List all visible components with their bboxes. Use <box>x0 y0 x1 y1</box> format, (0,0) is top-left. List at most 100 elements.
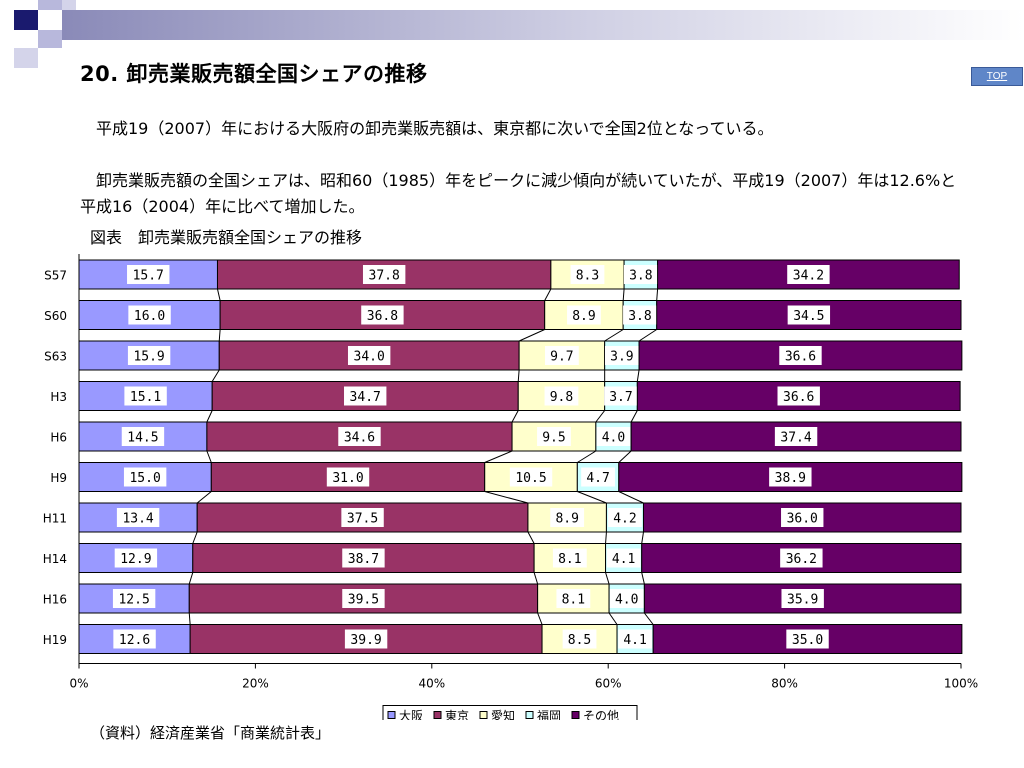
data-label: 37.8 <box>369 269 400 284</box>
data-label: 8.9 <box>555 512 578 527</box>
data-label: 37.5 <box>347 512 378 527</box>
data-label: 3.7 <box>609 390 632 405</box>
data-label-box <box>786 629 829 649</box>
data-label-box <box>128 305 171 325</box>
series-connector-line <box>517 369 520 382</box>
legend-label: 愛知 <box>491 709 515 720</box>
series-connector-line <box>192 531 198 544</box>
legend-label: 東京 <box>445 709 469 720</box>
legend-swatch <box>433 711 442 719</box>
data-label-box <box>344 629 388 649</box>
series-connector-line <box>188 572 194 585</box>
series-connector-line <box>656 288 659 301</box>
category-label: S60 <box>44 309 67 323</box>
series-connector-line <box>605 531 607 544</box>
source-note: （資料）経済産業省「商業統計表」 <box>90 724 331 742</box>
data-label: 16.0 <box>134 309 165 324</box>
data-label: 34.2 <box>793 269 824 284</box>
data-label: 39.5 <box>348 593 379 608</box>
deco-square-light <box>14 48 38 68</box>
data-label: 34.5 <box>793 309 824 324</box>
page-title: 20. 卸売業販売額全国シェアの推移 <box>80 62 428 86</box>
x-tick-label: 100% <box>944 677 978 691</box>
data-label: 15.1 <box>130 390 161 405</box>
bar-segment <box>550 259 625 290</box>
data-label-box <box>570 265 605 284</box>
top-link-button[interactable]: TOP <box>971 67 1023 86</box>
data-label-box <box>777 386 820 406</box>
data-label: 8.5 <box>568 633 591 648</box>
data-label: 9.7 <box>550 350 573 365</box>
data-label: 9.5 <box>542 431 565 446</box>
data-label-box <box>774 427 818 446</box>
data-label: 8.3 <box>576 269 599 284</box>
data-label-box <box>509 467 553 487</box>
data-label: 9.8 <box>550 390 573 405</box>
data-label: 34.0 <box>354 350 385 365</box>
data-label-box <box>556 589 591 608</box>
series-connector-line <box>608 612 618 625</box>
data-label-box <box>123 467 167 487</box>
data-label-box <box>544 346 579 365</box>
data-label: 13.4 <box>122 512 153 527</box>
data-label-box <box>769 467 812 487</box>
data-label: 36.2 <box>786 552 817 567</box>
series-connector-line <box>604 329 624 342</box>
data-label-box <box>787 265 830 284</box>
paragraph-1: 平成19（2007）年における大阪府の卸売業販売額は、東京都に次いで全国2位とな… <box>80 119 774 138</box>
data-label: 36.6 <box>783 390 814 405</box>
stacked-bar-chart: 15.7 37.8 8.3 3.8 34.2 S57 16.0 36.8 8.9 3.8 34.5 S… <box>43 254 978 720</box>
data-label: 38.7 <box>348 552 379 567</box>
series-connector-line <box>622 288 625 301</box>
series-connector-line <box>218 329 221 342</box>
data-label-box <box>361 305 404 325</box>
data-label: 8.1 <box>562 593 585 608</box>
data-label: 12.5 <box>118 593 149 608</box>
series-connector-line <box>577 450 597 463</box>
data-label: 4.0 <box>602 431 625 446</box>
series-connector-line <box>577 491 607 504</box>
data-label: 12.6 <box>119 633 150 648</box>
series-connector-line <box>638 329 657 342</box>
data-label-box <box>623 305 657 325</box>
data-label-box <box>552 548 587 568</box>
data-label: 4.7 <box>586 471 609 486</box>
legend-swatch <box>525 711 534 719</box>
series-connector-line <box>630 410 638 423</box>
data-label: 3.8 <box>628 309 651 324</box>
deco-square-light <box>38 0 62 10</box>
data-label: 4.0 <box>615 593 638 608</box>
series-connector-line <box>643 612 654 625</box>
x-tick-label: 80% <box>771 677 798 691</box>
data-label: 10.5 <box>515 471 546 486</box>
series-connector-line <box>527 531 535 544</box>
data-label: 8.9 <box>572 309 595 324</box>
deco-square-dark <box>14 10 38 30</box>
series-connector-line <box>206 450 212 463</box>
category-label: S63 <box>44 350 67 364</box>
data-label: 34.7 <box>350 390 381 405</box>
category-label: H3 <box>50 390 67 404</box>
data-label-box <box>562 629 597 649</box>
data-label: 3.9 <box>610 350 633 365</box>
series-connector-line <box>206 410 213 423</box>
data-label: 31.0 <box>332 471 363 486</box>
data-label-box <box>604 346 639 365</box>
series-connector-line <box>641 531 644 544</box>
series-connector-line <box>605 572 610 585</box>
data-label: 35.0 <box>792 633 823 648</box>
series-connector-line <box>641 572 645 585</box>
x-tick-label: 0% <box>69 677 88 691</box>
legend-label: 大阪 <box>399 709 423 720</box>
data-label-box <box>338 427 381 446</box>
data-label: 15.7 <box>133 269 164 284</box>
data-label-box <box>596 427 631 446</box>
data-label-box <box>341 508 384 527</box>
figure-caption: 図表 卸売業販売額全国シェアの推移 <box>90 228 363 247</box>
data-label-box <box>780 548 823 568</box>
data-label: 4.1 <box>623 633 646 648</box>
data-label: 4.1 <box>612 552 635 567</box>
data-label: 36.8 <box>367 309 398 324</box>
data-label-box <box>127 265 170 284</box>
x-tick-label: 20% <box>242 677 269 691</box>
